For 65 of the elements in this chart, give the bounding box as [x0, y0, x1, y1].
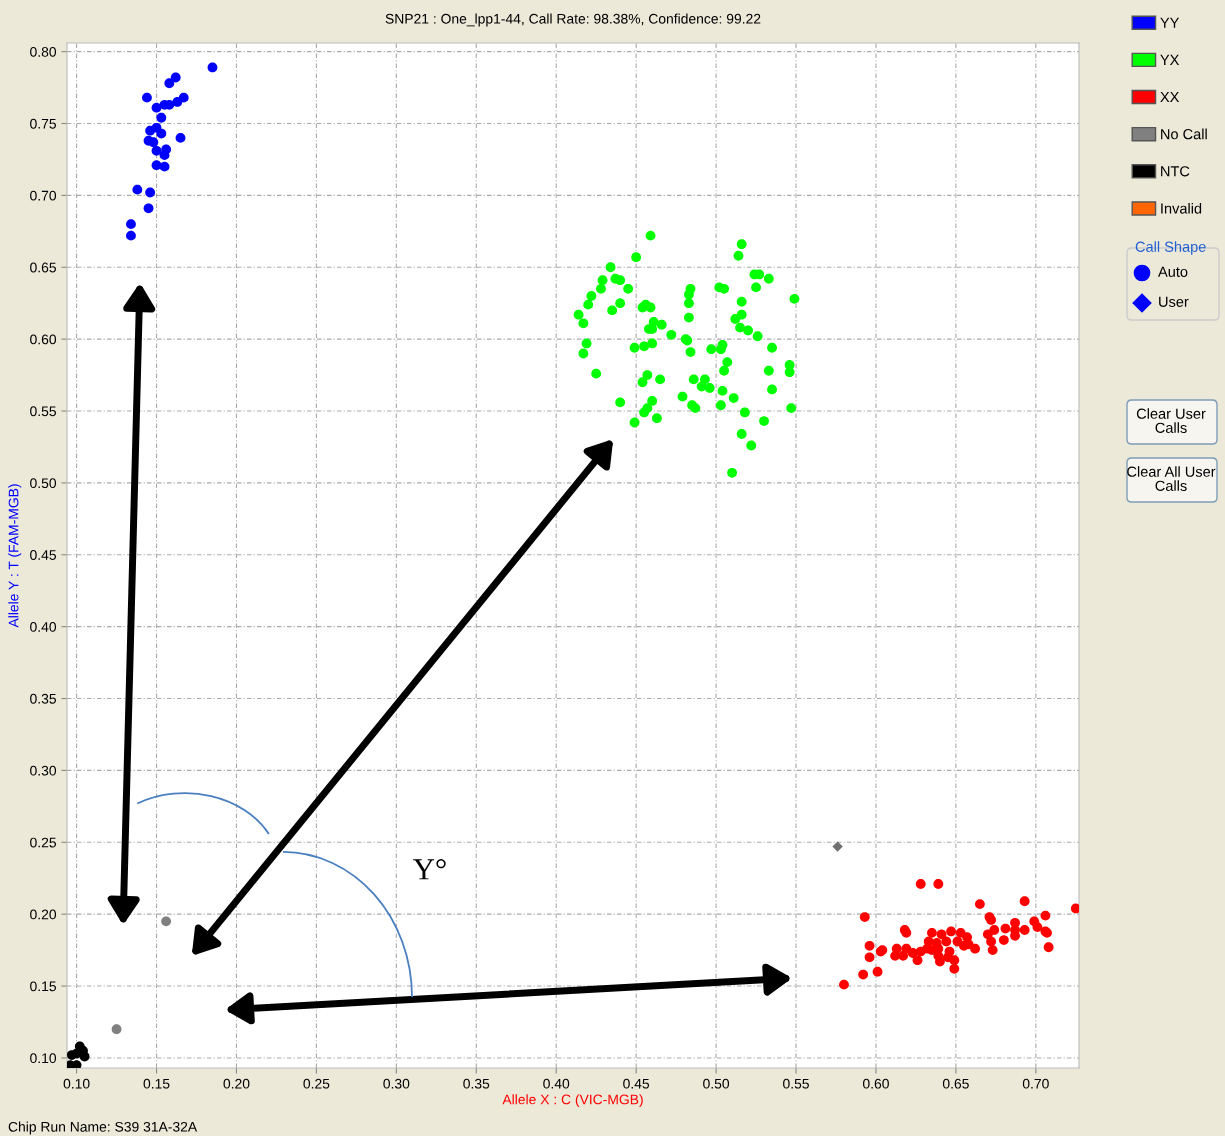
y-tick-label: 0.20	[30, 909, 57, 920]
x-tick-label: 0.40	[543, 1078, 570, 1089]
legend-label: No Call	[1161, 128, 1207, 140]
y-tick-label: 0.70	[30, 190, 57, 201]
point	[148, 137, 159, 148]
y-tick-label: 0.65	[30, 262, 56, 273]
point	[126, 230, 136, 241]
point	[156, 128, 167, 139]
point	[832, 841, 843, 852]
x-axis-title: Allele X : C (VIC-MGB)	[502, 1094, 643, 1108]
x-tick-label: 0.20	[223, 1078, 250, 1089]
annotation: Y°	[413, 859, 446, 880]
y-tick-label: 0.55	[30, 406, 56, 417]
point	[207, 62, 218, 73]
y-tick-label: 0.30	[30, 765, 57, 776]
y-tick-label: 0.75	[30, 118, 56, 129]
point	[164, 78, 175, 89]
x-tick-label: 0.65	[942, 1078, 969, 1089]
legend-label: YY	[1160, 17, 1180, 28]
point	[156, 112, 167, 123]
x-tick-label: 0.10	[63, 1078, 90, 1089]
point	[143, 203, 154, 214]
y-tick-label: 0.80	[30, 46, 57, 57]
x-tick-label: 0.30	[383, 1078, 410, 1089]
point	[132, 184, 143, 195]
y-tick-label: 0.15	[30, 981, 56, 992]
x-tick-label: 0.50	[703, 1078, 730, 1089]
y-tick-label: 0.40	[30, 621, 57, 632]
point	[159, 161, 170, 172]
x-tick-label: 0.35	[463, 1078, 490, 1089]
x-tick-label: 0.25	[303, 1078, 330, 1089]
legend-label: YX	[1160, 54, 1180, 65]
text: Call Shape	[1135, 241, 1206, 255]
y-axis-title: Allele Y : T (FAM-MGB)	[8, 484, 22, 628]
point	[111, 1024, 122, 1035]
x-tick-label: 0.70	[1022, 1078, 1049, 1089]
x-tick-label: 0.15	[143, 1078, 170, 1089]
legend-label: NTC	[1161, 166, 1190, 177]
point	[151, 145, 162, 156]
point	[142, 92, 152, 103]
point	[126, 219, 136, 230]
x-tick-label: 0.55	[783, 1078, 809, 1089]
point	[161, 916, 172, 927]
legend-label: Invalid	[1161, 202, 1202, 214]
point	[151, 160, 162, 171]
y-tick-label: 0.10	[30, 1053, 57, 1064]
x-tick-label: 0.45	[623, 1078, 650, 1089]
text: Clear User Calls	[1136, 408, 1206, 433]
point	[79, 1051, 90, 1062]
y-tick-label: 0.50	[30, 478, 57, 489]
text: Chip Run Name: S39 31A-32A	[8, 1121, 198, 1135]
text: Auto	[1158, 266, 1188, 277]
point	[145, 187, 156, 198]
x-tick-label: 0.60	[862, 1078, 889, 1089]
text: Clear All User Calls	[1127, 466, 1216, 491]
point	[172, 97, 183, 107]
y-tick-label: 0.35	[30, 693, 56, 704]
legend-label: XX	[1160, 92, 1180, 103]
text: User	[1159, 296, 1189, 307]
y-tick-label: 0.25	[30, 837, 56, 848]
y-tick-label: 0.45	[30, 550, 56, 560]
chart-title: SNP21 : One_lpp1-44, Call Rate: 98.38%, Confidence: 99.22	[385, 13, 761, 27]
point	[175, 132, 186, 143]
y-tick-label: 0.60	[30, 334, 57, 345]
point	[159, 150, 170, 161]
